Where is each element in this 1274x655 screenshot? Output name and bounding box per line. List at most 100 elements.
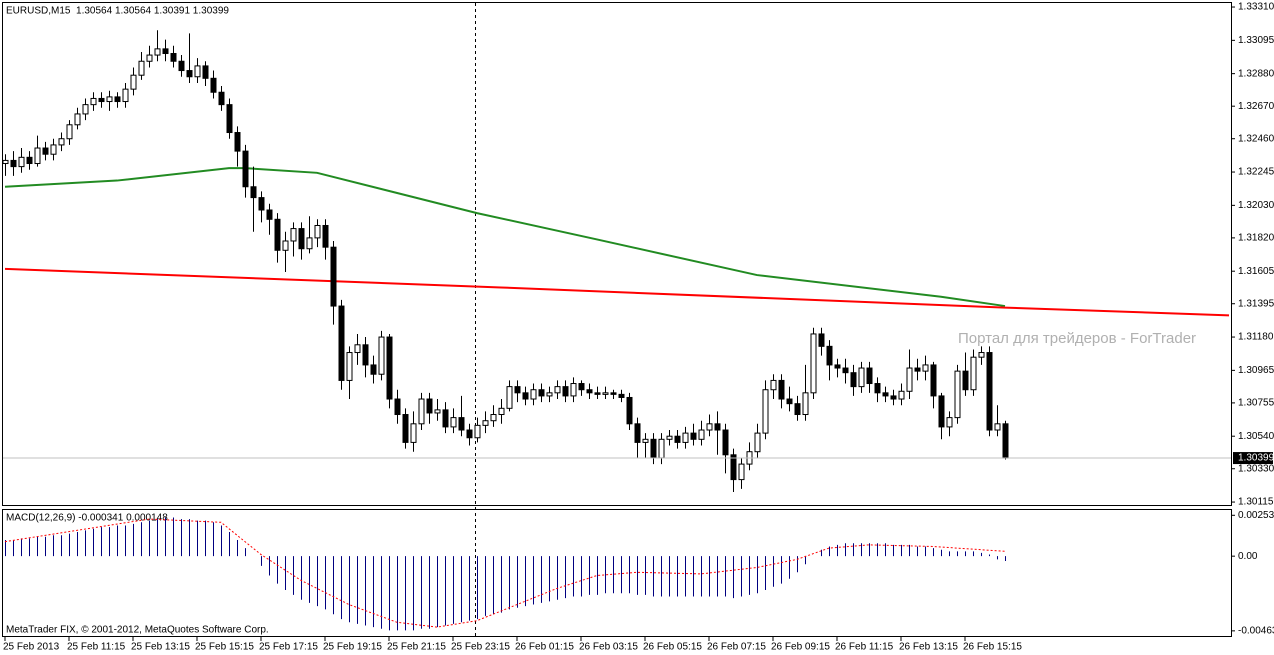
candle-body xyxy=(306,237,313,250)
y-tick-label: 1.31605 xyxy=(1238,266,1274,277)
candle-body xyxy=(418,398,425,425)
candle-body xyxy=(714,423,721,431)
candle-body xyxy=(786,398,793,405)
x-tick-label: 26 Feb 03:15 xyxy=(579,642,638,653)
candle-body xyxy=(362,344,369,366)
y-tick-label: 1.33095 xyxy=(1238,35,1274,46)
candle-body xyxy=(82,104,89,115)
candle-body xyxy=(450,417,457,428)
y-tick-label: 1.32245 xyxy=(1238,167,1274,178)
macd-label: MACD(12,26,9) -0.000341 0.000148 xyxy=(6,513,168,524)
candle-body xyxy=(474,424,481,439)
y-tick-label: 0.002534 xyxy=(1238,510,1274,521)
candle-body xyxy=(946,417,953,428)
candle-body xyxy=(834,364,841,369)
y-tick-label: 1.30755 xyxy=(1238,398,1274,409)
candle-body xyxy=(2,159,9,165)
candle-body xyxy=(498,407,505,416)
watermark: Портал для трейдеров - ForTrader xyxy=(958,330,1196,347)
candle-body xyxy=(266,209,273,220)
candle-body xyxy=(842,367,849,374)
y-tick-label: -0.004631 xyxy=(1238,625,1274,636)
candle-body xyxy=(90,97,97,106)
candle-body xyxy=(258,197,265,211)
candle-body xyxy=(506,386,513,409)
candle-body xyxy=(154,48,161,56)
candle-body xyxy=(914,367,921,372)
candle-body xyxy=(466,429,473,439)
x-tick-label: 26 Feb 11:15 xyxy=(835,642,894,653)
x-tick-label: 26 Feb 13:15 xyxy=(899,642,958,653)
candle-body xyxy=(810,333,817,394)
candle-body xyxy=(202,65,209,79)
candle-body xyxy=(698,429,705,440)
candle-body xyxy=(530,389,537,400)
x-tick-label: 25 Feb 21:15 xyxy=(387,642,446,653)
x-tick-label: 25 Feb 2013 xyxy=(3,642,60,653)
candle-body xyxy=(674,435,681,443)
candle-body xyxy=(874,383,881,394)
candle-body xyxy=(282,240,289,251)
x-tick-label: 26 Feb 07:15 xyxy=(707,642,766,653)
candle-body xyxy=(930,364,937,397)
candle-body xyxy=(986,352,993,431)
candle-body xyxy=(666,435,673,440)
x-tick-label: 25 Feb 13:15 xyxy=(131,642,190,653)
candle-body xyxy=(146,54,153,62)
x-tick-label: 25 Feb 17:15 xyxy=(259,642,318,653)
y-tick-label: 1.31395 xyxy=(1238,298,1274,309)
candle-body xyxy=(866,367,873,385)
candle-body xyxy=(50,144,57,155)
y-tick-label: 1.30540 xyxy=(1238,431,1274,442)
candle-body xyxy=(730,454,737,481)
candle-body xyxy=(18,156,25,168)
candle-body xyxy=(514,386,521,394)
candle-body xyxy=(10,159,17,168)
bid-label-box xyxy=(1233,452,1273,465)
candle-body xyxy=(818,333,825,347)
candle-body xyxy=(402,414,409,443)
y-tick-label: 1.30115 xyxy=(1238,497,1274,508)
candle-body xyxy=(682,432,689,443)
x-tick-label: 26 Feb 05:15 xyxy=(643,642,702,653)
candle-body xyxy=(210,77,217,93)
candle-body xyxy=(490,414,497,422)
candle-body xyxy=(754,432,761,453)
candle-body xyxy=(426,398,433,414)
candle-body xyxy=(178,60,185,72)
candle-body xyxy=(610,392,617,395)
candle-body xyxy=(442,409,449,428)
candle-body xyxy=(938,395,945,428)
moving-average xyxy=(4,167,1006,308)
candle-body xyxy=(242,150,249,188)
y-tick-label: 1.30330 xyxy=(1238,463,1274,474)
candle-body xyxy=(290,228,297,242)
candle-body xyxy=(34,147,41,165)
main-panel xyxy=(2,2,1232,506)
y-tick-label: 1.33310 xyxy=(1238,2,1274,13)
candle-body xyxy=(722,429,729,456)
copyright: MetaTrader FIX, © 2001-2012, MetaQuotes … xyxy=(6,625,269,636)
candle-body xyxy=(922,364,929,372)
candle-body xyxy=(458,417,465,431)
candle-body xyxy=(58,138,65,146)
x-tick-label: 25 Feb 15:15 xyxy=(195,642,254,653)
chart-title: EURUSD,M15 1.30564 1.30564 1.30391 1.303… xyxy=(6,6,229,17)
candle-body xyxy=(410,423,417,443)
x-tick-label: 26 Feb 09:15 xyxy=(771,642,830,653)
y-tick-label: 1.30965 xyxy=(1238,365,1274,376)
candle-body xyxy=(650,438,657,459)
candle-body xyxy=(234,132,241,152)
macd-panel xyxy=(2,509,1232,637)
x-tick-label: 26 Feb 15:15 xyxy=(963,642,1022,653)
candle-body xyxy=(954,370,961,419)
x-tick-label: 25 Feb 19:15 xyxy=(323,642,382,653)
y-tick-label: 1.32460 xyxy=(1238,133,1274,144)
candle-body xyxy=(594,392,601,395)
candle-body xyxy=(114,96,121,103)
candle-body xyxy=(162,48,169,55)
candle-body xyxy=(274,218,281,251)
candle-body xyxy=(890,395,897,400)
